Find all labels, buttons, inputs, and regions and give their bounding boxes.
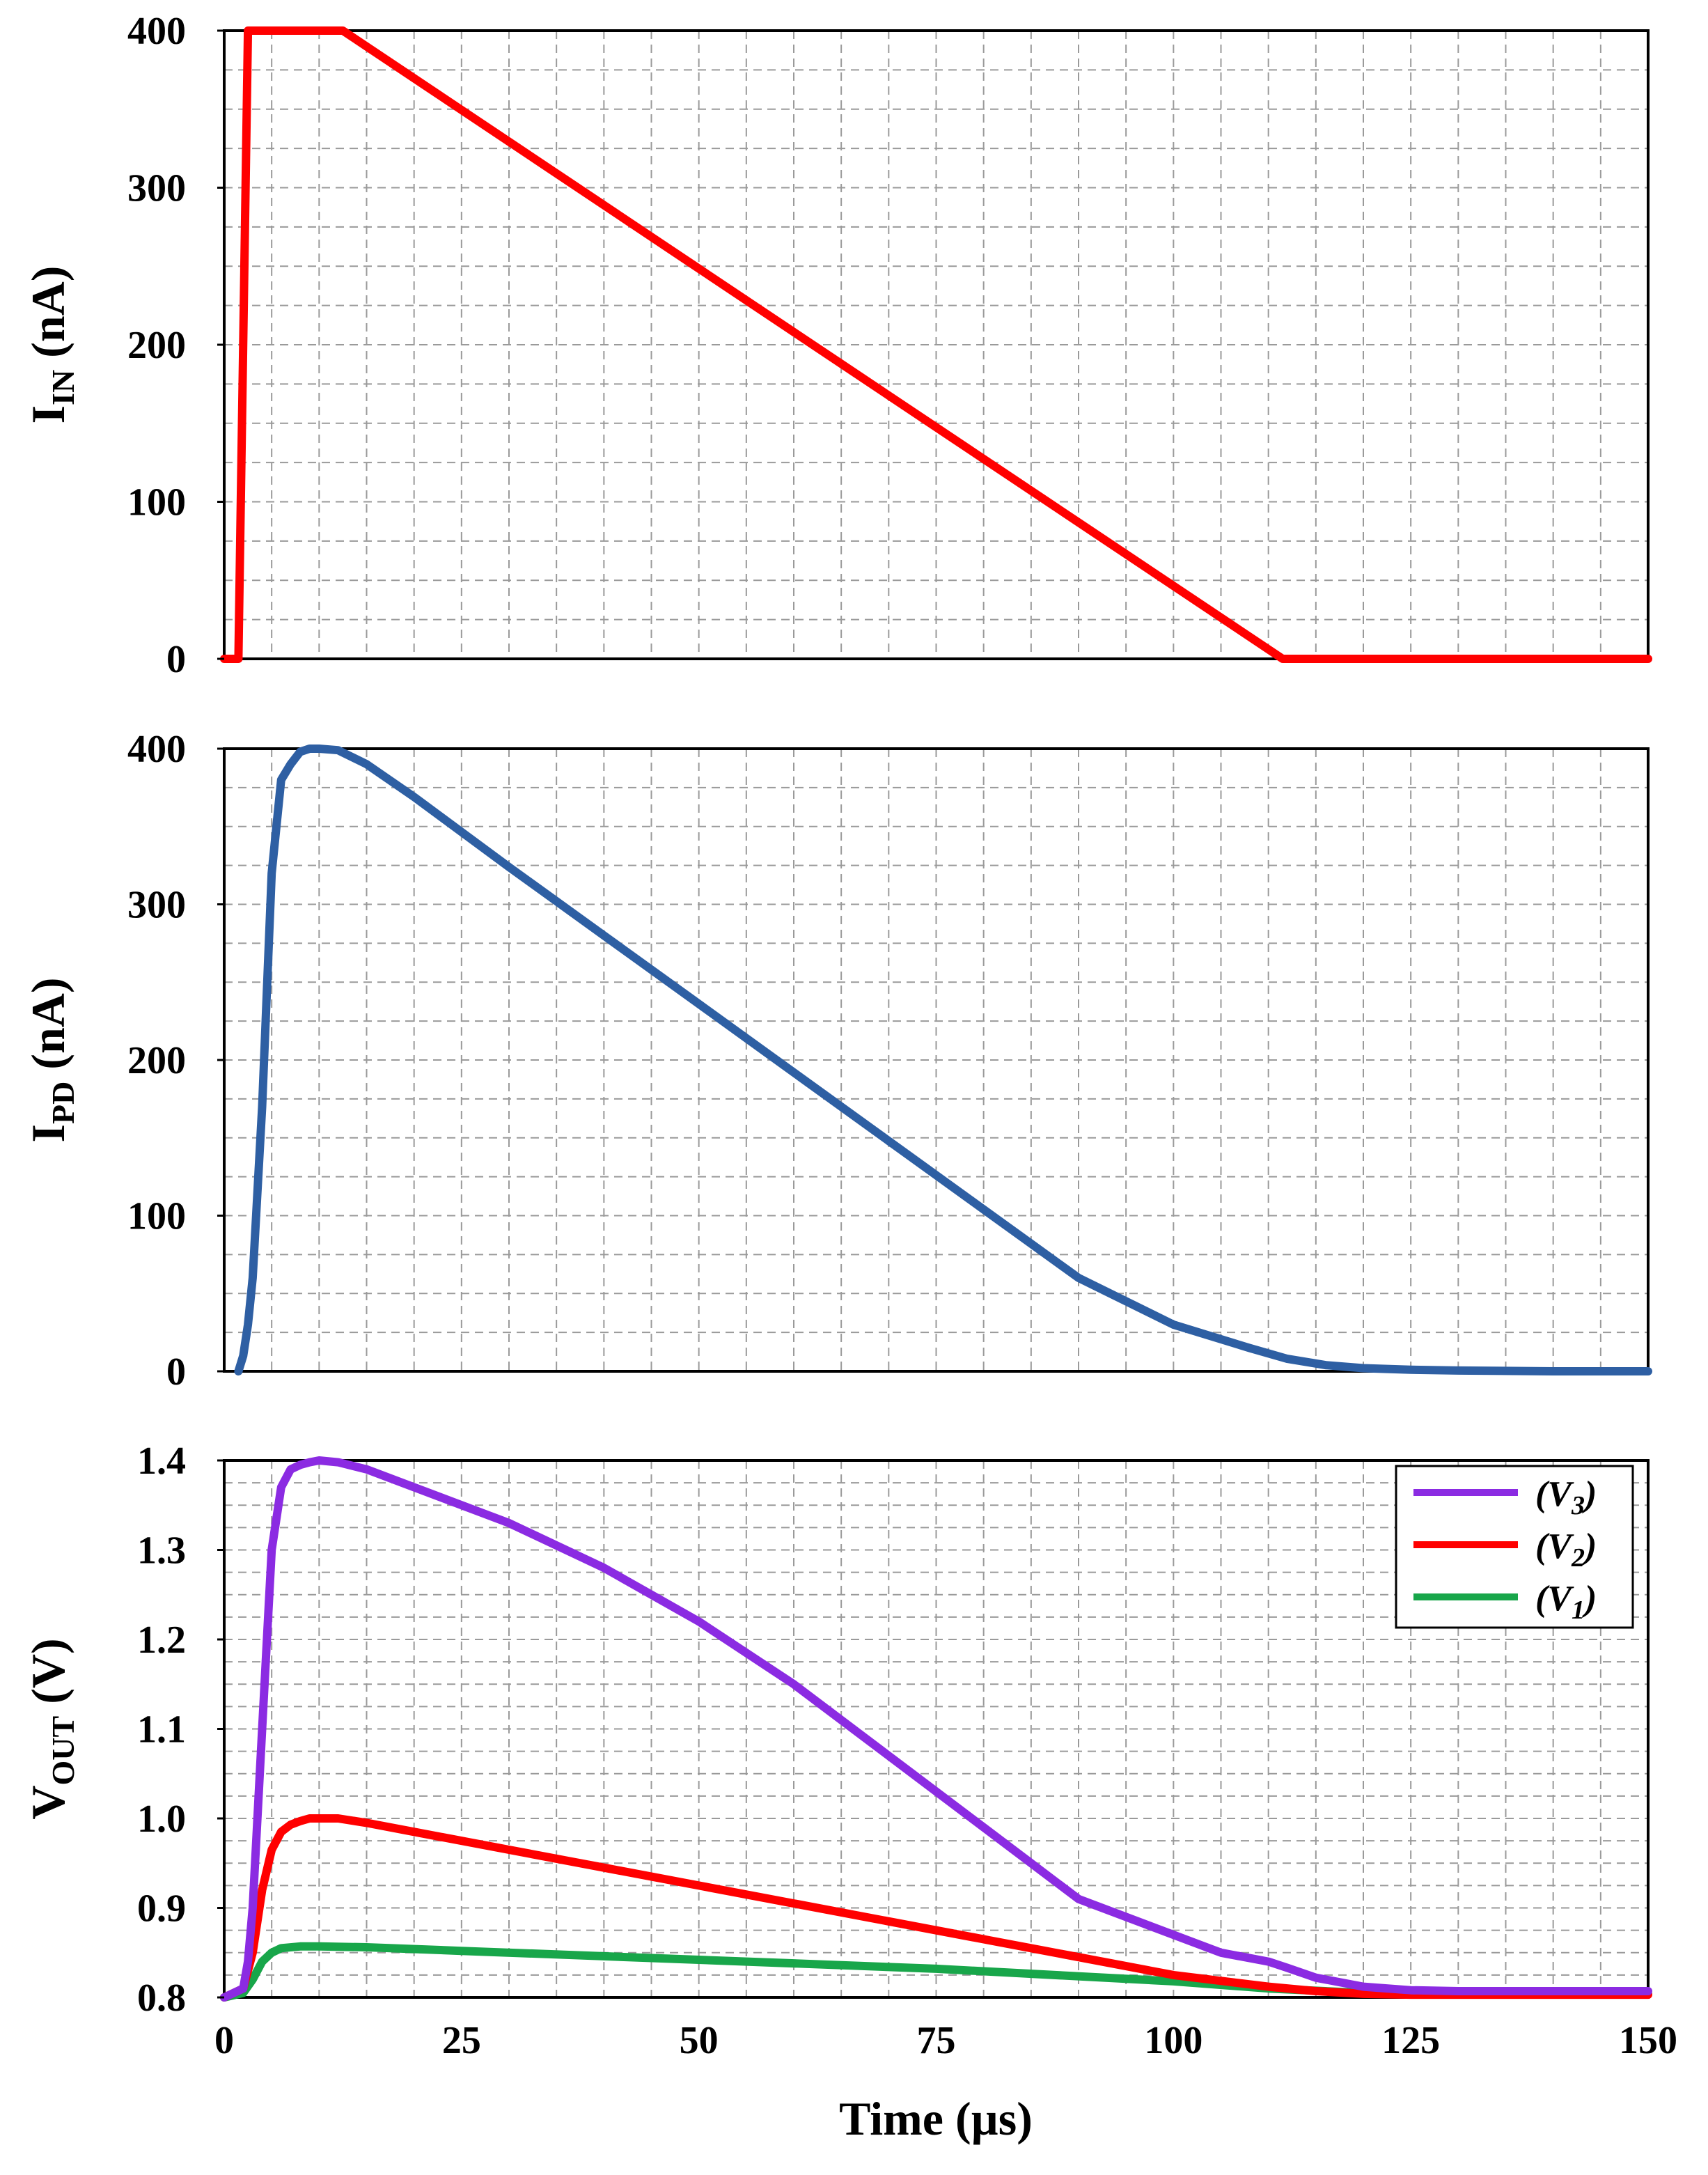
legend-v2-main: (V [1535,1527,1574,1566]
ipd-series-I_PD [234,745,1652,1375]
vout-x-tick-label: 75 [917,2019,956,2062]
vout-x-tick-label: 50 [680,2019,719,2062]
iin-y-tick-label: 100 [127,481,186,524]
ipd-y-tick-label: 300 [127,884,186,927]
iin-y-ticks: 0 100 200 300 400 [127,10,224,681]
vout-x-ticks: 0 25 50 75 100 125 150 [214,2019,1677,2062]
vout-x-tick-label: 150 [1619,2019,1677,2062]
panel-iin: 0 100 200 300 400 IIN (nA) [22,10,1652,681]
vout-y-tick-label: 0.8 [137,1977,186,2020]
legend-v3-main: (V [1535,1474,1574,1514]
legend-label-v1: (V1) [1535,1579,1597,1625]
vout-x-tick-label: 0 [214,2019,234,2062]
legend-v3-sub: 3 [1571,1491,1585,1520]
vout-x-tick-label: 100 [1144,2019,1202,2062]
iin-y-tick-label: 0 [166,638,186,681]
ipd-y-tick-label: 400 [127,728,186,771]
panel-ipd: 0 100 200 300 400 IPD (nA) [22,728,1652,1394]
legend-v2-sub: 2 [1571,1543,1585,1573]
iin-y-label-unit: (nA) [22,266,75,370]
vout-y-label-unit: (V) [22,1638,75,1715]
iin-series-group [220,26,1652,663]
vout-y-axis-label: VOUT (V) [22,1638,81,1819]
iin-y-tick-label: 200 [127,324,186,367]
ipd-y-label-unit: (nA) [22,977,75,1081]
ipd-y-axis-label: IPD (nA) [22,977,81,1142]
iin-y-label-sub: IN [45,370,81,405]
ipd-y-tick-label: 200 [127,1039,186,1082]
iin-y-tick-label: 400 [127,10,186,53]
vout-series-group [220,1456,1652,2002]
vout-x-axis-label: Time (µs) [839,2092,1033,2145]
legend-v1-sub: 1 [1572,1596,1585,1625]
iin-series-I_IN [220,26,1652,663]
vout-y-tick-label: 1.1 [137,1708,186,1752]
ipd-y-tick-label: 0 [166,1350,186,1394]
vout-x-tick-label: 25 [442,2019,481,2062]
legend-label-v3: (V3) [1535,1474,1597,1520]
vout-y-tick-label: 0.9 [137,1887,186,1931]
vout-series-(V3) [220,1456,1652,2002]
ipd-series-group [234,745,1652,1375]
iin-y-label-main: I [22,405,75,423]
iin-y-axis-label: IIN (nA) [22,266,81,424]
legend-v3-end: ) [1582,1474,1597,1514]
vout-legend: (V3) (V2) (V1) [1395,1465,1634,1629]
vout-y-tick-label: 1.3 [137,1529,186,1573]
legend-v1-end: ) [1582,1579,1597,1619]
vout-y-ticks: 0.8 0.9 1.0 1.1 1.2 1.3 1.4 [137,1440,224,2020]
ipd-y-ticks: 0 100 200 300 400 [127,728,224,1394]
vout-x-tick-label: 125 [1381,2019,1440,2062]
ipd-y-label-sub: PD [45,1082,81,1124]
vout-y-tick-label: 1.0 [137,1798,186,1841]
vout-y-tick-label: 1.2 [137,1619,186,1662]
legend-v2-end: ) [1582,1527,1597,1566]
ipd-y-tick-label: 100 [127,1195,186,1238]
vout-y-tick-label: 1.4 [137,1440,186,1483]
legend-label-v2: (V2) [1535,1527,1597,1573]
panel-vout: 0.8 0.9 1.0 1.1 1.2 1.3 1.4 0 25 50 75 100 125 150 V… [22,1440,1677,2145]
legend-v1-main: (V [1535,1579,1574,1619]
iin-y-tick-label: 300 [127,167,186,210]
vout-y-label-sub: OUT [45,1716,81,1786]
vout-y-label-main: V [22,1785,75,1819]
vout-series-(V2) [220,1814,1652,2002]
ipd-y-label-main: I [22,1124,75,1142]
iin-grid [224,31,1648,659]
ipd-grid [224,749,1648,1371]
